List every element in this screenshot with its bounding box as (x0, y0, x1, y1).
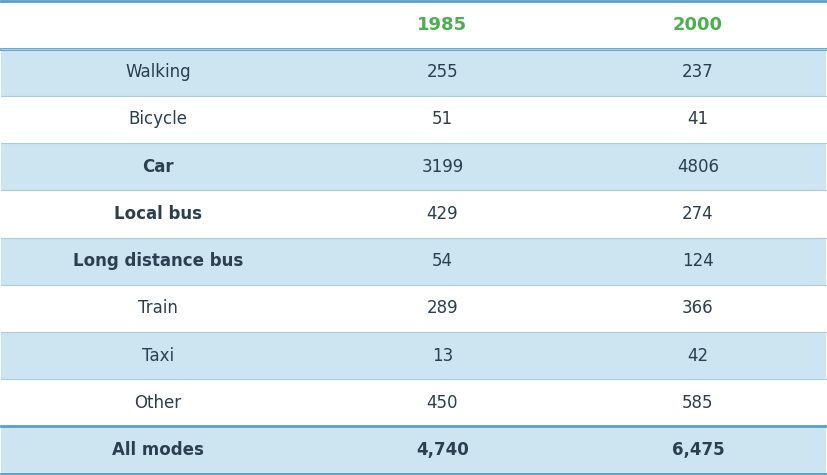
Text: Long distance bus: Long distance bus (73, 252, 243, 270)
Bar (570, 238, 825, 285)
Text: Taxi: Taxi (142, 347, 174, 364)
Text: 237: 237 (682, 63, 714, 81)
Bar (570, 285, 825, 332)
Text: Other: Other (135, 394, 182, 412)
Bar (570, 1, 825, 48)
Bar (2, 1, 314, 48)
Bar (314, 285, 570, 332)
Text: 54: 54 (432, 252, 453, 270)
Bar (2, 190, 314, 238)
Bar (2, 285, 314, 332)
Text: 585: 585 (682, 394, 714, 412)
Text: 429: 429 (427, 205, 458, 223)
Text: 274: 274 (682, 205, 714, 223)
Bar (2, 96, 314, 143)
Bar (314, 190, 570, 238)
Text: 3199: 3199 (421, 158, 463, 176)
Bar (2, 143, 314, 190)
Text: All modes: All modes (112, 441, 204, 459)
Text: 51: 51 (432, 111, 453, 128)
Bar (2, 238, 314, 285)
Text: Bicycle: Bicycle (128, 111, 188, 128)
Text: 4806: 4806 (676, 158, 719, 176)
Text: 4,740: 4,740 (416, 441, 469, 459)
Text: 2000: 2000 (673, 16, 723, 34)
Text: Local bus: Local bus (114, 205, 202, 223)
Text: 6,475: 6,475 (672, 441, 724, 459)
Text: 13: 13 (432, 347, 453, 364)
Bar (570, 143, 825, 190)
Text: 41: 41 (687, 111, 709, 128)
Bar (570, 427, 825, 474)
Bar (570, 96, 825, 143)
Text: 124: 124 (682, 252, 714, 270)
Bar (2, 332, 314, 379)
Text: 255: 255 (427, 63, 458, 81)
Bar (2, 379, 314, 427)
Text: 1985: 1985 (418, 16, 467, 34)
Bar (314, 143, 570, 190)
Bar (2, 48, 314, 96)
Bar (570, 332, 825, 379)
Bar (314, 96, 570, 143)
Text: 289: 289 (427, 299, 458, 317)
Text: Walking: Walking (125, 63, 191, 81)
Bar (314, 1, 570, 48)
Bar (570, 379, 825, 427)
Bar (314, 48, 570, 96)
Bar (2, 427, 314, 474)
Bar (314, 332, 570, 379)
Text: Train: Train (138, 299, 178, 317)
Bar (314, 427, 570, 474)
Text: 366: 366 (682, 299, 714, 317)
Bar (314, 379, 570, 427)
Text: Car: Car (142, 158, 174, 176)
Bar (570, 48, 825, 96)
Text: 42: 42 (687, 347, 709, 364)
Bar (570, 190, 825, 238)
Bar (314, 238, 570, 285)
Text: 450: 450 (427, 394, 458, 412)
